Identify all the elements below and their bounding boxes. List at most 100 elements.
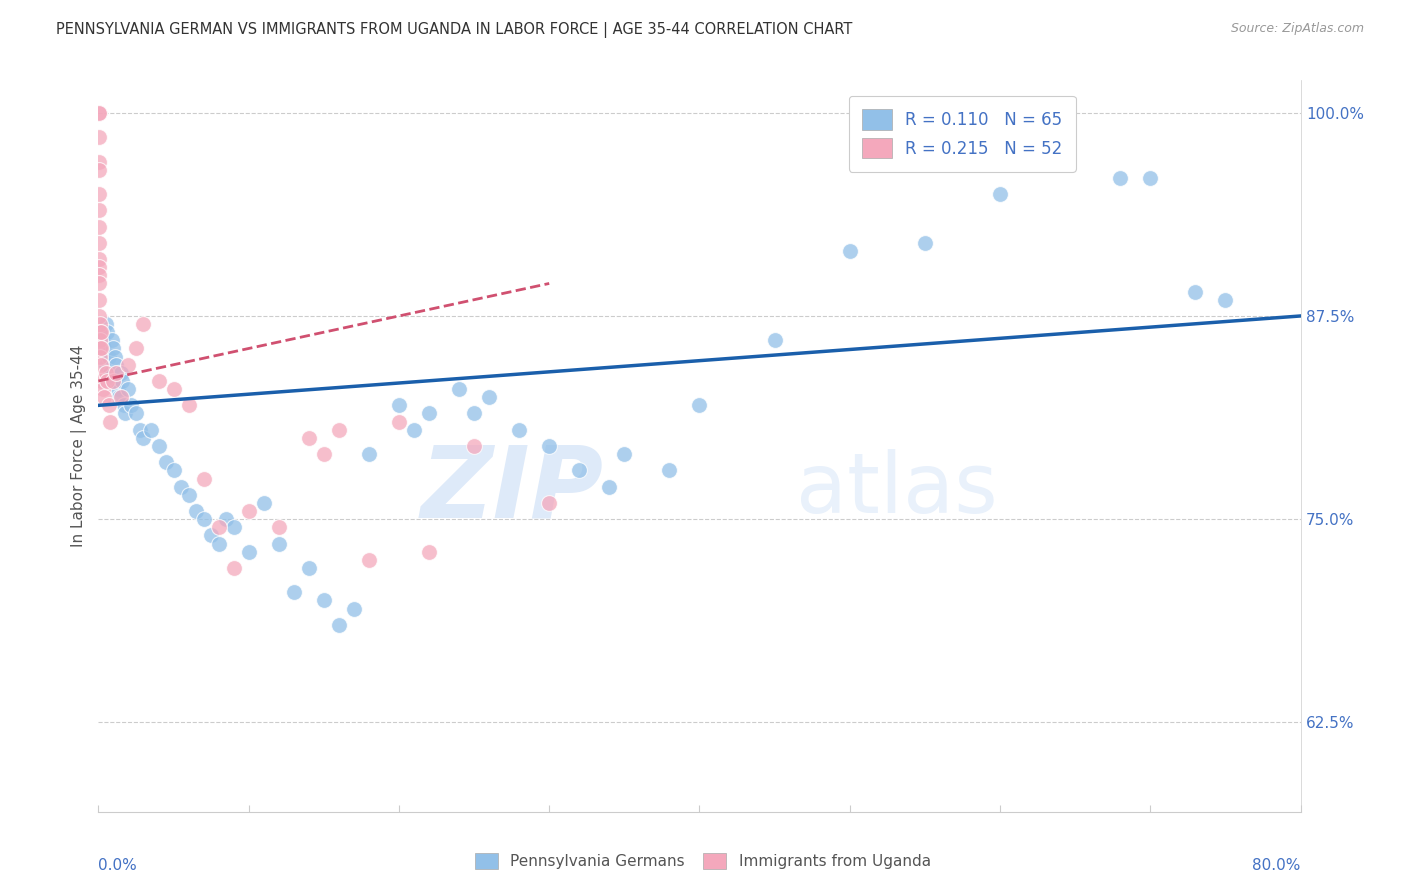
Point xyxy=(988,187,1011,202)
Point xyxy=(89,235,111,250)
Point xyxy=(357,447,380,461)
Point xyxy=(132,317,155,331)
Point xyxy=(101,334,124,348)
Text: 0.0%: 0.0% xyxy=(98,858,138,872)
Text: PENNSYLVANIA GERMAN VS IMMIGRANTS FROM UGANDA IN LABOR FORCE | AGE 35-44 CORRELA: PENNSYLVANIA GERMAN VS IMMIGRANTS FROM U… xyxy=(56,22,852,38)
Point xyxy=(100,415,122,429)
Point xyxy=(177,398,200,412)
Point xyxy=(418,544,440,558)
Point xyxy=(89,350,111,364)
Point xyxy=(90,358,112,372)
Point xyxy=(108,390,131,404)
Point xyxy=(125,342,148,356)
Point xyxy=(89,162,111,177)
Point xyxy=(89,342,111,356)
Point xyxy=(193,471,215,485)
Point xyxy=(100,366,122,380)
Point xyxy=(914,235,936,250)
Point xyxy=(267,536,290,550)
Point xyxy=(89,154,111,169)
Legend: Pennsylvania Germans, Immigrants from Uganda: Pennsylvania Germans, Immigrants from Ug… xyxy=(470,847,936,875)
Text: Source: ZipAtlas.com: Source: ZipAtlas.com xyxy=(1230,22,1364,36)
Point xyxy=(89,317,111,331)
Point xyxy=(125,407,148,421)
Text: atlas: atlas xyxy=(796,450,997,531)
Point xyxy=(104,350,127,364)
Point xyxy=(1184,285,1206,299)
Point xyxy=(94,317,117,331)
Point xyxy=(132,431,155,445)
Point xyxy=(96,325,118,339)
Point xyxy=(253,496,276,510)
Point xyxy=(463,439,485,453)
Point xyxy=(148,374,170,388)
Point xyxy=(478,390,501,404)
Point xyxy=(312,593,335,607)
Point xyxy=(184,504,207,518)
Point xyxy=(1109,170,1132,185)
Point xyxy=(148,439,170,453)
Point xyxy=(89,203,111,218)
Point xyxy=(283,585,305,599)
Point xyxy=(96,374,118,388)
Point xyxy=(90,342,112,356)
Point xyxy=(763,334,786,348)
Point xyxy=(568,463,591,477)
Point xyxy=(139,423,162,437)
Point xyxy=(1139,170,1161,185)
Point xyxy=(447,382,470,396)
Point xyxy=(328,423,350,437)
Point xyxy=(388,398,411,412)
Point xyxy=(613,447,636,461)
Point xyxy=(402,423,425,437)
Point xyxy=(90,325,112,339)
Point xyxy=(538,439,561,453)
Point xyxy=(93,390,115,404)
Point xyxy=(91,382,114,396)
Point xyxy=(103,374,125,388)
Point xyxy=(97,350,120,364)
Point xyxy=(94,366,117,380)
Point xyxy=(328,617,350,632)
Point xyxy=(89,260,111,275)
Point xyxy=(117,358,139,372)
Point xyxy=(298,561,321,575)
Point xyxy=(298,431,321,445)
Point xyxy=(89,309,111,323)
Point xyxy=(598,480,620,494)
Point xyxy=(89,187,111,202)
Point xyxy=(162,463,184,477)
Point xyxy=(1215,293,1237,307)
Point xyxy=(689,398,711,412)
Point xyxy=(91,334,114,348)
Point xyxy=(208,520,231,534)
Legend: R = 0.110   N = 65, R = 0.215   N = 52: R = 0.110 N = 65, R = 0.215 N = 52 xyxy=(849,96,1076,171)
Point xyxy=(97,398,120,412)
Point xyxy=(111,374,134,388)
Point xyxy=(129,423,152,437)
Point xyxy=(463,407,485,421)
Point xyxy=(90,374,112,388)
Point xyxy=(93,342,115,356)
Point xyxy=(208,536,231,550)
Point xyxy=(193,512,215,526)
Point xyxy=(107,382,129,396)
Point xyxy=(538,496,561,510)
Point xyxy=(89,334,111,348)
Point xyxy=(222,561,245,575)
Point xyxy=(508,423,530,437)
Point xyxy=(238,504,260,518)
Text: 80.0%: 80.0% xyxy=(1253,858,1301,872)
Point xyxy=(89,105,111,120)
Point xyxy=(162,382,184,396)
Point xyxy=(89,293,111,307)
Point xyxy=(103,342,125,356)
Point xyxy=(105,358,128,372)
Point xyxy=(89,268,111,283)
Point xyxy=(94,358,117,372)
Point xyxy=(658,463,681,477)
Point xyxy=(121,398,143,412)
Point xyxy=(357,553,380,567)
Point xyxy=(155,455,177,469)
Point xyxy=(114,407,136,421)
